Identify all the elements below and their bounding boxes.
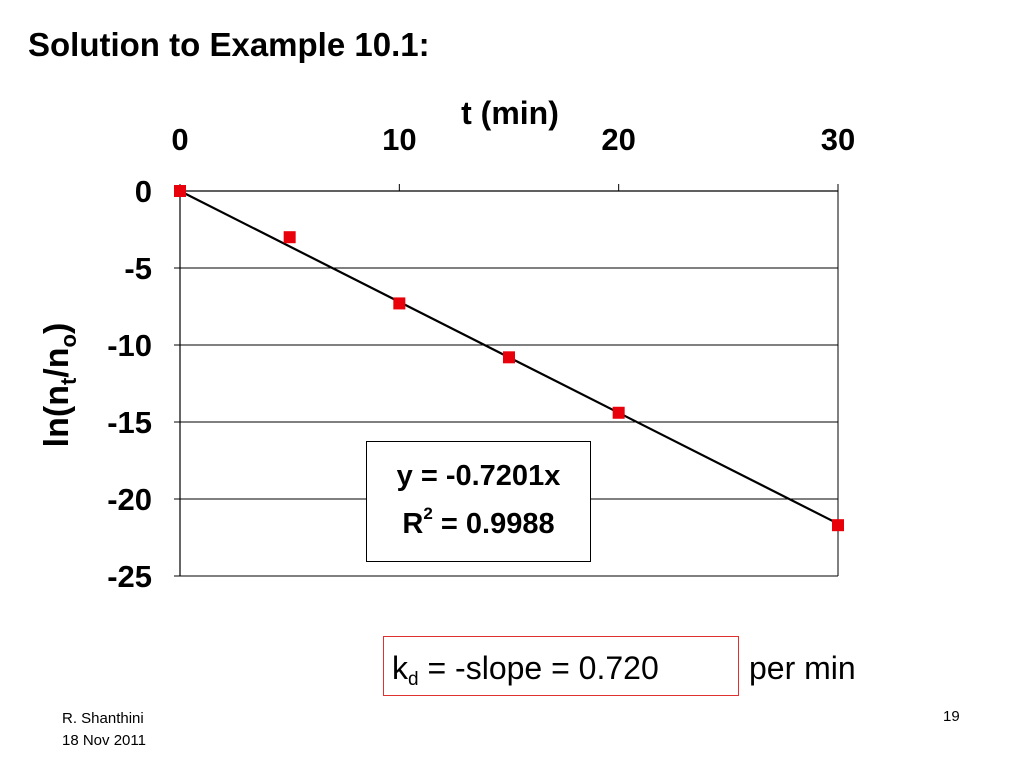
author-name: R. Shanthini: [62, 710, 144, 727]
trendline-equation: y = -0.7201x: [396, 460, 561, 492]
data-point-1: [283, 231, 296, 244]
data-point-3: [503, 351, 515, 364]
x-tick-label-0: 0: [171, 122, 188, 157]
author-date: 18 Nov 2011: [62, 732, 146, 749]
data-point-0: [174, 185, 186, 197]
x-axis-title: t (min): [461, 95, 559, 131]
y-tick-label-3: -15: [107, 405, 152, 440]
slide-title: Solution to Example 10.1:: [28, 26, 430, 63]
rate-constant-unit: per min: [749, 650, 856, 686]
x-tick-label-3: 30: [821, 122, 855, 157]
x-tick-label-2: 20: [601, 122, 635, 157]
result-highlight-box: [383, 636, 739, 696]
y-tick-label-0: 0: [135, 174, 152, 209]
y-tick-label-2: -10: [107, 328, 152, 363]
footer-author: R. Shanthini 18 Nov 2011: [62, 708, 146, 752]
data-point-4: [612, 406, 625, 419]
y-tick-label-4: -20: [107, 482, 152, 517]
rate-constant-result: kd = -slope = 0.720: [392, 650, 659, 690]
y-axis-title: ln(nt/no): [38, 323, 81, 448]
trendline-equation-box: y = -0.7201x R2 = 0.9988: [366, 441, 591, 562]
y-tick-label-5: -25: [107, 559, 152, 594]
data-point-2: [393, 297, 406, 310]
y-tick-label-1: -5: [124, 251, 152, 286]
data-point-5: [832, 519, 844, 532]
r-squared-value: R2 = 0.9988: [402, 504, 555, 540]
page-number: 19: [943, 708, 960, 725]
x-tick-label-1: 10: [382, 122, 416, 157]
